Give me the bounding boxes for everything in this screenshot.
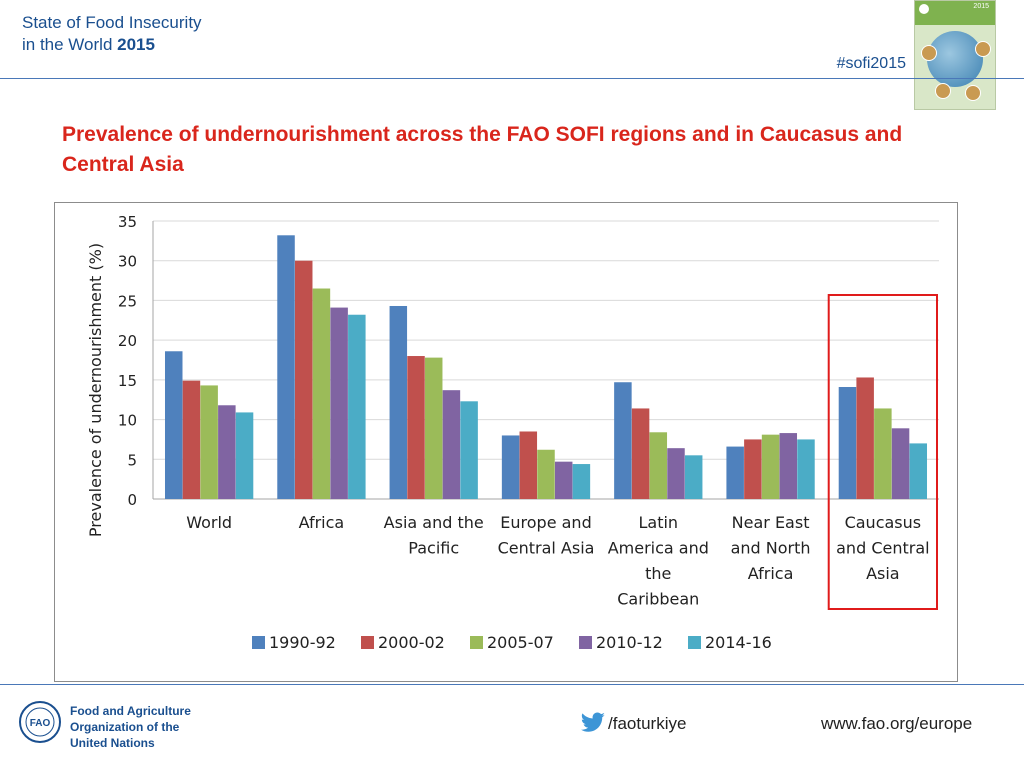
photo-circle-icon xyxy=(935,83,951,99)
bar xyxy=(501,435,520,499)
bar xyxy=(631,408,650,499)
report-title: State of Food Insecurity in the World 20… xyxy=(22,12,202,56)
bar xyxy=(330,307,348,499)
fao-badge-icon xyxy=(919,4,929,14)
bar xyxy=(424,357,443,499)
x-category-label: Near East xyxy=(732,513,810,532)
report-cover-thumbnail: 2015 xyxy=(914,0,996,110)
x-category-label: the xyxy=(645,564,671,583)
x-category-label: Latin xyxy=(638,513,678,532)
bar xyxy=(442,390,461,499)
y-tick-label: 15 xyxy=(118,372,137,390)
bar xyxy=(460,401,478,499)
bar xyxy=(744,439,762,499)
bar xyxy=(407,356,425,499)
y-axis-label: Prevalence of undernourishment (%) xyxy=(86,243,105,537)
x-category-label: Caribbean xyxy=(617,590,699,609)
photo-circle-icon xyxy=(921,45,937,61)
bar xyxy=(779,433,798,499)
x-category-label: and Central xyxy=(836,539,929,558)
fao-logo-icon: FAO xyxy=(19,701,61,743)
y-tick-label: 0 xyxy=(127,491,137,509)
cover-year: 2015 xyxy=(973,3,989,10)
bar xyxy=(909,443,928,499)
org-line3: United Nations xyxy=(70,736,155,750)
photo-circle-icon xyxy=(975,41,991,57)
bar xyxy=(537,449,555,499)
bar xyxy=(684,455,703,499)
bar xyxy=(389,305,408,499)
bar xyxy=(348,314,366,499)
y-tick-label: 25 xyxy=(118,292,137,310)
footer-divider xyxy=(0,684,1024,685)
slide-title: Prevalence of undernourishment across th… xyxy=(62,123,903,176)
x-category-label: World xyxy=(186,513,232,532)
bar xyxy=(761,434,780,499)
x-category-label: Central Asia xyxy=(498,539,595,558)
bar xyxy=(277,235,295,499)
bar xyxy=(164,351,183,499)
bar xyxy=(182,380,201,499)
bar xyxy=(874,408,892,499)
bar xyxy=(856,377,874,499)
x-category-label: Africa xyxy=(748,564,794,583)
x-category-label: Asia and the xyxy=(384,513,484,532)
x-category-label: Africa xyxy=(299,513,345,532)
twitter-bird-icon[interactable] xyxy=(580,712,606,734)
report-title-line1: State of Food Insecurity xyxy=(22,13,202,32)
fao-organization-name: Food and Agriculture Organization of the… xyxy=(70,703,191,751)
y-tick-label: 5 xyxy=(127,451,137,469)
twitter-handle-link[interactable]: /faoturkiye xyxy=(608,714,687,733)
bar xyxy=(726,446,744,499)
fao-logo-letters: FAO xyxy=(30,718,51,729)
bar xyxy=(891,428,910,499)
x-category-label: Asia xyxy=(866,564,900,583)
legend-label: 2010-12 xyxy=(596,633,663,652)
bar xyxy=(667,448,685,499)
chart-frame: 0 5 10 15 20 25 30 35 Prevalence of undernourish… xyxy=(54,202,958,682)
bar xyxy=(200,385,218,499)
bar-chart: 0 5 10 15 20 25 30 35 Prevalence of undernourish… xyxy=(86,213,939,652)
legend-label: 1990-92 xyxy=(269,633,336,652)
highlight-box xyxy=(827,294,939,610)
y-tick-label: 20 xyxy=(118,332,137,350)
bar xyxy=(554,461,573,499)
legend-label: 2014-16 xyxy=(705,633,772,652)
x-category-label: America and xyxy=(608,539,709,558)
org-line1: Food and Agriculture xyxy=(70,704,191,718)
legend-swatch xyxy=(361,636,374,649)
y-tick-label: 35 xyxy=(118,213,137,231)
legend-swatch xyxy=(470,636,483,649)
legend-swatch xyxy=(252,636,265,649)
legend-label: 2005-07 xyxy=(487,633,554,652)
bar xyxy=(312,288,331,499)
bar xyxy=(294,260,313,499)
org-line2: Organization of the xyxy=(70,720,180,734)
x-category-label: Pacific xyxy=(408,539,459,558)
bar xyxy=(838,387,857,499)
bar xyxy=(614,382,632,499)
photo-circle-icon xyxy=(965,85,981,101)
report-title-prefix: in the World xyxy=(22,35,113,54)
report-year: 2015 xyxy=(117,35,155,54)
bar xyxy=(235,412,254,499)
y-tick-label: 10 xyxy=(118,412,137,430)
bar xyxy=(218,405,236,499)
bar xyxy=(649,432,668,499)
x-category-label: and North xyxy=(731,539,811,558)
x-category-label: Caucasus xyxy=(845,513,922,532)
bar xyxy=(519,431,538,499)
website-link[interactable]: www.fao.org/europe xyxy=(821,714,973,733)
legend-swatch xyxy=(579,636,592,649)
x-category-label: Europe and xyxy=(500,513,591,532)
globe-icon xyxy=(927,31,983,87)
header-divider xyxy=(0,78,1024,79)
legend-label: 2000-02 xyxy=(378,633,445,652)
bar xyxy=(572,464,591,499)
legend-swatch xyxy=(688,636,701,649)
bar xyxy=(797,439,815,499)
hashtag[interactable]: #sofi2015 xyxy=(836,55,906,72)
report-title-line2: in the World 2015 xyxy=(22,34,202,56)
y-tick-label: 30 xyxy=(118,253,137,271)
